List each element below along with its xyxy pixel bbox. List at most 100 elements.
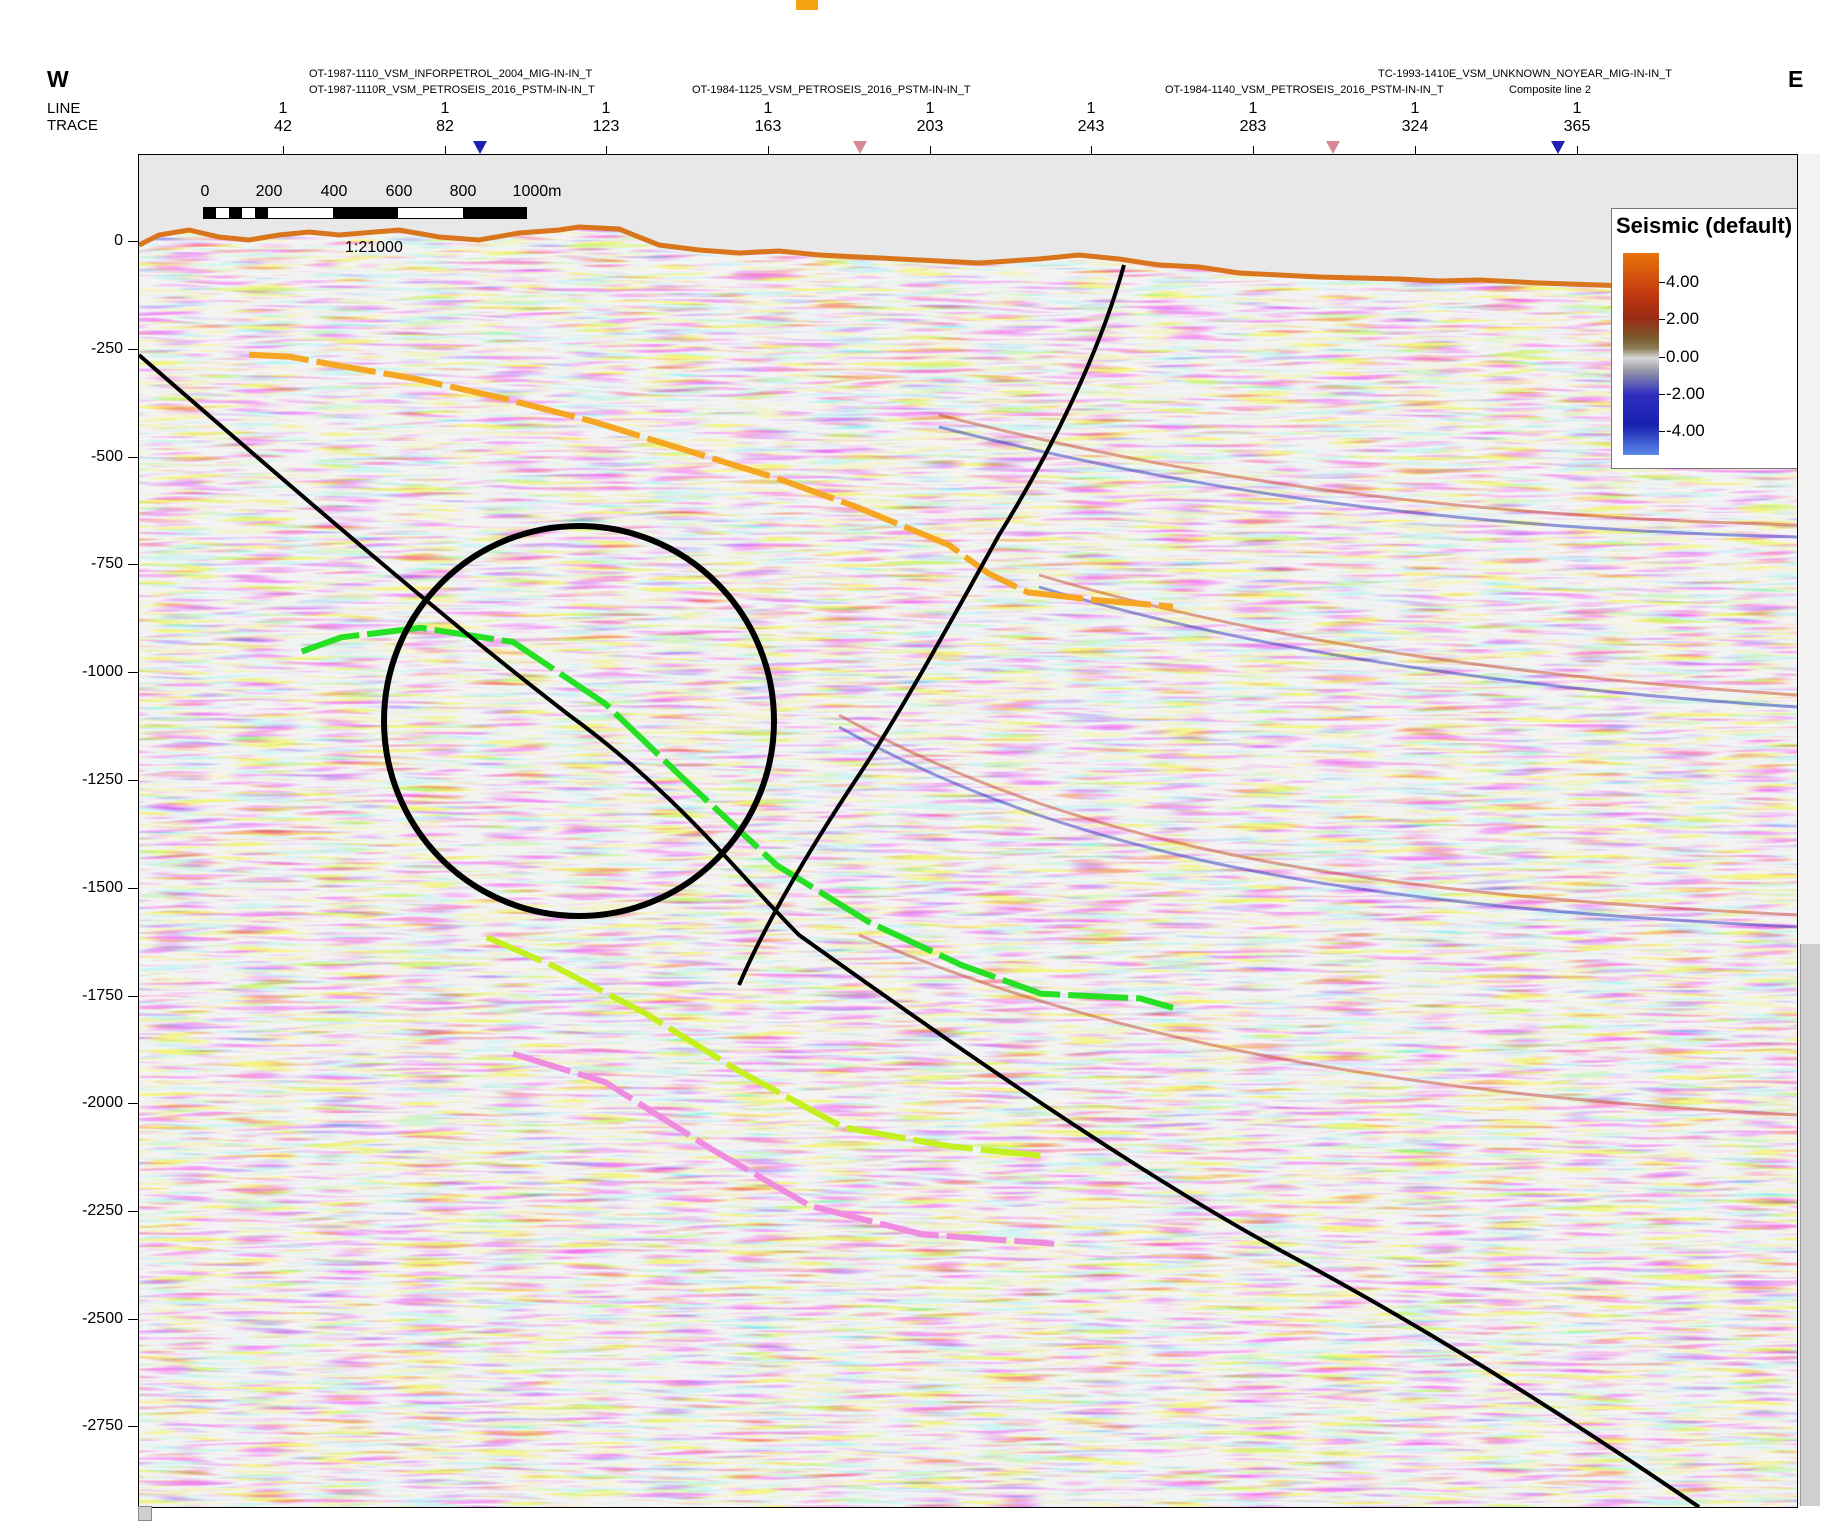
y-tick-label: -500 — [90, 448, 123, 465]
well-marker-blue[interactable] — [473, 141, 487, 154]
y-tick-label: -1750 — [82, 987, 123, 1004]
y-tick-label: -1000 — [82, 663, 123, 680]
y-tick-label: -250 — [90, 340, 123, 357]
well-marker-pink[interactable] — [1326, 141, 1340, 154]
y-tick — [128, 1211, 138, 1212]
line-number: 1 — [278, 100, 288, 117]
seismic-amplitude-image — [139, 227, 1797, 1507]
y-tick-label: -2000 — [82, 1094, 123, 1111]
trace-number: 365 — [1563, 118, 1591, 135]
line-number: 1 — [601, 100, 611, 117]
colorbar — [1623, 253, 1659, 455]
y-tick — [128, 1103, 138, 1104]
y-tick-label: -2500 — [82, 1310, 123, 1327]
vertical-scrollbar[interactable] — [1798, 154, 1820, 1506]
trace-tick — [1091, 146, 1092, 154]
trace-number: 243 — [1077, 118, 1105, 135]
legend-tick — [1659, 282, 1665, 283]
surface-line — [139, 224, 1797, 292]
trace-tick — [1415, 146, 1416, 154]
legend-title: Seismic (default) — [1616, 213, 1793, 238]
y-tick-label: -750 — [90, 555, 123, 572]
horizon-yellow-green[interactable] — [485, 934, 1042, 1159]
trace-number: 203 — [916, 118, 944, 135]
trace-tick — [1577, 146, 1578, 154]
trace-number: 123 — [592, 118, 620, 135]
reflector-band — [858, 933, 1797, 1117]
seismic-traces — [139, 155, 1797, 1507]
line-name: TC-1993-1410E_VSM_UNKNOWN_NOYEAR_MIG-IN-… — [1378, 68, 1673, 80]
west-label: W — [47, 66, 69, 92]
orange-tab-marker — [796, 0, 818, 10]
fault-line-main[interactable] — [139, 353, 1701, 1507]
y-tick — [128, 457, 138, 458]
scale-bar-label: 0 — [200, 183, 210, 200]
horizon-orange[interactable] — [248, 351, 1174, 610]
trace-row-label: TRACE — [47, 117, 98, 134]
reflector-band — [838, 725, 1797, 929]
y-tick-label: -1500 — [82, 879, 123, 896]
y-tick-label: -2250 — [82, 1202, 123, 1219]
y-tick — [128, 888, 138, 889]
trace-tick — [283, 146, 284, 154]
line-name: OT-1984-1140_VSM_PETROSEIS_2016_PSTM-IN-… — [1165, 84, 1444, 96]
colorbar-legend[interactable]: Seismic (default) 4.00 2.00 0.00 -2.00 -… — [1611, 208, 1797, 469]
trace-tick — [930, 146, 931, 154]
trace-number: 42 — [274, 118, 292, 135]
trace-number: 324 — [1401, 118, 1429, 135]
line-row-label: LINE — [47, 100, 81, 117]
legend-tick — [1659, 431, 1665, 432]
reflector-band — [1038, 573, 1797, 697]
well-marker-blue[interactable] — [1551, 141, 1565, 154]
scale-ratio: 1:21000 — [345, 239, 403, 256]
reflector-band — [1038, 585, 1797, 709]
line-name: OT-1987-1110R_VSM_PETROSEIS_2016_PSTM-IN… — [309, 84, 595, 96]
line-name: OT-1984-1125_VSM_PETROSEIS_2016_PSTM-IN-… — [692, 84, 971, 96]
trace-tick — [445, 146, 446, 154]
scrollbar-thumb[interactable] — [1800, 944, 1820, 1506]
reflector-band — [938, 413, 1797, 527]
line-number: 1 — [763, 100, 773, 117]
legend-value: -4.00 — [1666, 421, 1705, 440]
trace-tick — [768, 146, 769, 154]
horizontal-scrollbar-stub[interactable] — [138, 1506, 152, 1521]
east-label: E — [1788, 66, 1804, 92]
line-number: 1 — [1086, 100, 1096, 117]
line-number: 1 — [1248, 100, 1258, 117]
trace-tick — [1253, 146, 1254, 154]
horizon-pink[interactable] — [512, 1050, 1055, 1247]
annotation-circle[interactable] — [381, 523, 777, 919]
scale-bar-label: 200 — [255, 183, 283, 200]
y-tick — [128, 672, 138, 673]
y-tick — [128, 241, 138, 242]
reflector-band — [838, 713, 1797, 917]
y-tick — [128, 1426, 138, 1427]
trace-number: 163 — [754, 118, 782, 135]
legend-value: 0.00 — [1666, 347, 1700, 366]
trace-tick — [606, 146, 607, 154]
y-tick-label: -1250 — [82, 771, 123, 788]
line-number: 1 — [1410, 100, 1420, 117]
y-tick — [128, 996, 138, 997]
seismic-image — [139, 155, 1797, 1507]
y-tick-label: -2750 — [82, 1417, 123, 1434]
y-tick — [128, 1319, 138, 1320]
line-number: 1 — [925, 100, 935, 117]
line-name: Composite line 2 — [1509, 84, 1591, 96]
y-tick — [128, 564, 138, 565]
y-tick-label: 0 — [114, 232, 123, 249]
scale-bar-label: 600 — [385, 183, 413, 200]
fault-line-secondary[interactable] — [737, 264, 1126, 986]
well-marker-pink[interactable] — [853, 141, 867, 154]
legend-value: -2.00 — [1666, 384, 1705, 403]
reflector-bands — [838, 413, 1797, 1117]
legend-tick — [1659, 319, 1665, 320]
y-tick — [128, 780, 138, 781]
scale-bar-graphic — [203, 207, 527, 219]
seismic-section-panel[interactable]: 0 200 400 600 800 1000m 1:21000 Seismic … — [138, 154, 1798, 1508]
legend-value: 4.00 — [1666, 272, 1700, 291]
scale-bar-label: 400 — [320, 183, 348, 200]
legend-tick — [1659, 357, 1665, 358]
legend-value: 2.00 — [1666, 309, 1700, 328]
line-number: 1 — [440, 100, 450, 117]
